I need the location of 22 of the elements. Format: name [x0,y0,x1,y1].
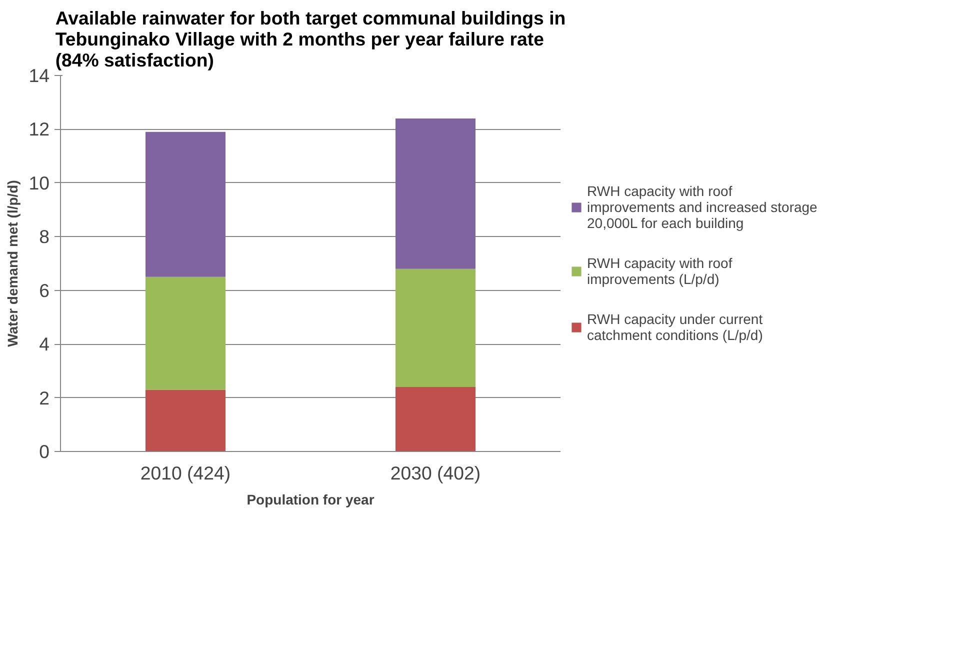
bar [146,390,226,452]
y-tick-label: 6 [39,280,50,301]
y-axis-title: Water demand met (l/p/d) [4,180,21,347]
legend-label: RWH capacity with roof improvements and increased storage 20,000L for each building [587,183,818,231]
bar [396,387,476,452]
x-axis-title: Population for year [246,492,375,508]
bar [396,268,476,388]
y-tick-label: 12 [28,118,50,140]
legend-label: RWH capacity with roof improvements (L/p/d) [587,255,732,287]
bar [146,276,226,390]
y-tick-label: 8 [39,226,50,248]
y-tick-label: 4 [39,334,50,355]
chart-title: Available rainwater for both target communal buildings in Tebunginako Village with 2 months per year failure rate (84% satisfaction) [55,8,566,70]
y-tick-label: 0 [39,441,50,462]
x-tick-label: 2010 (424) [140,462,231,484]
bar [396,118,476,269]
y-tick-label: 10 [28,172,50,194]
bar [146,132,226,277]
x-tick-label: 2030 (402) [390,462,481,484]
y-tick-label: 2 [39,387,50,408]
legend-label: RWH capacity under current catchment conditions (L/p/d) [587,311,763,343]
y-tick-label: 14 [28,65,50,86]
